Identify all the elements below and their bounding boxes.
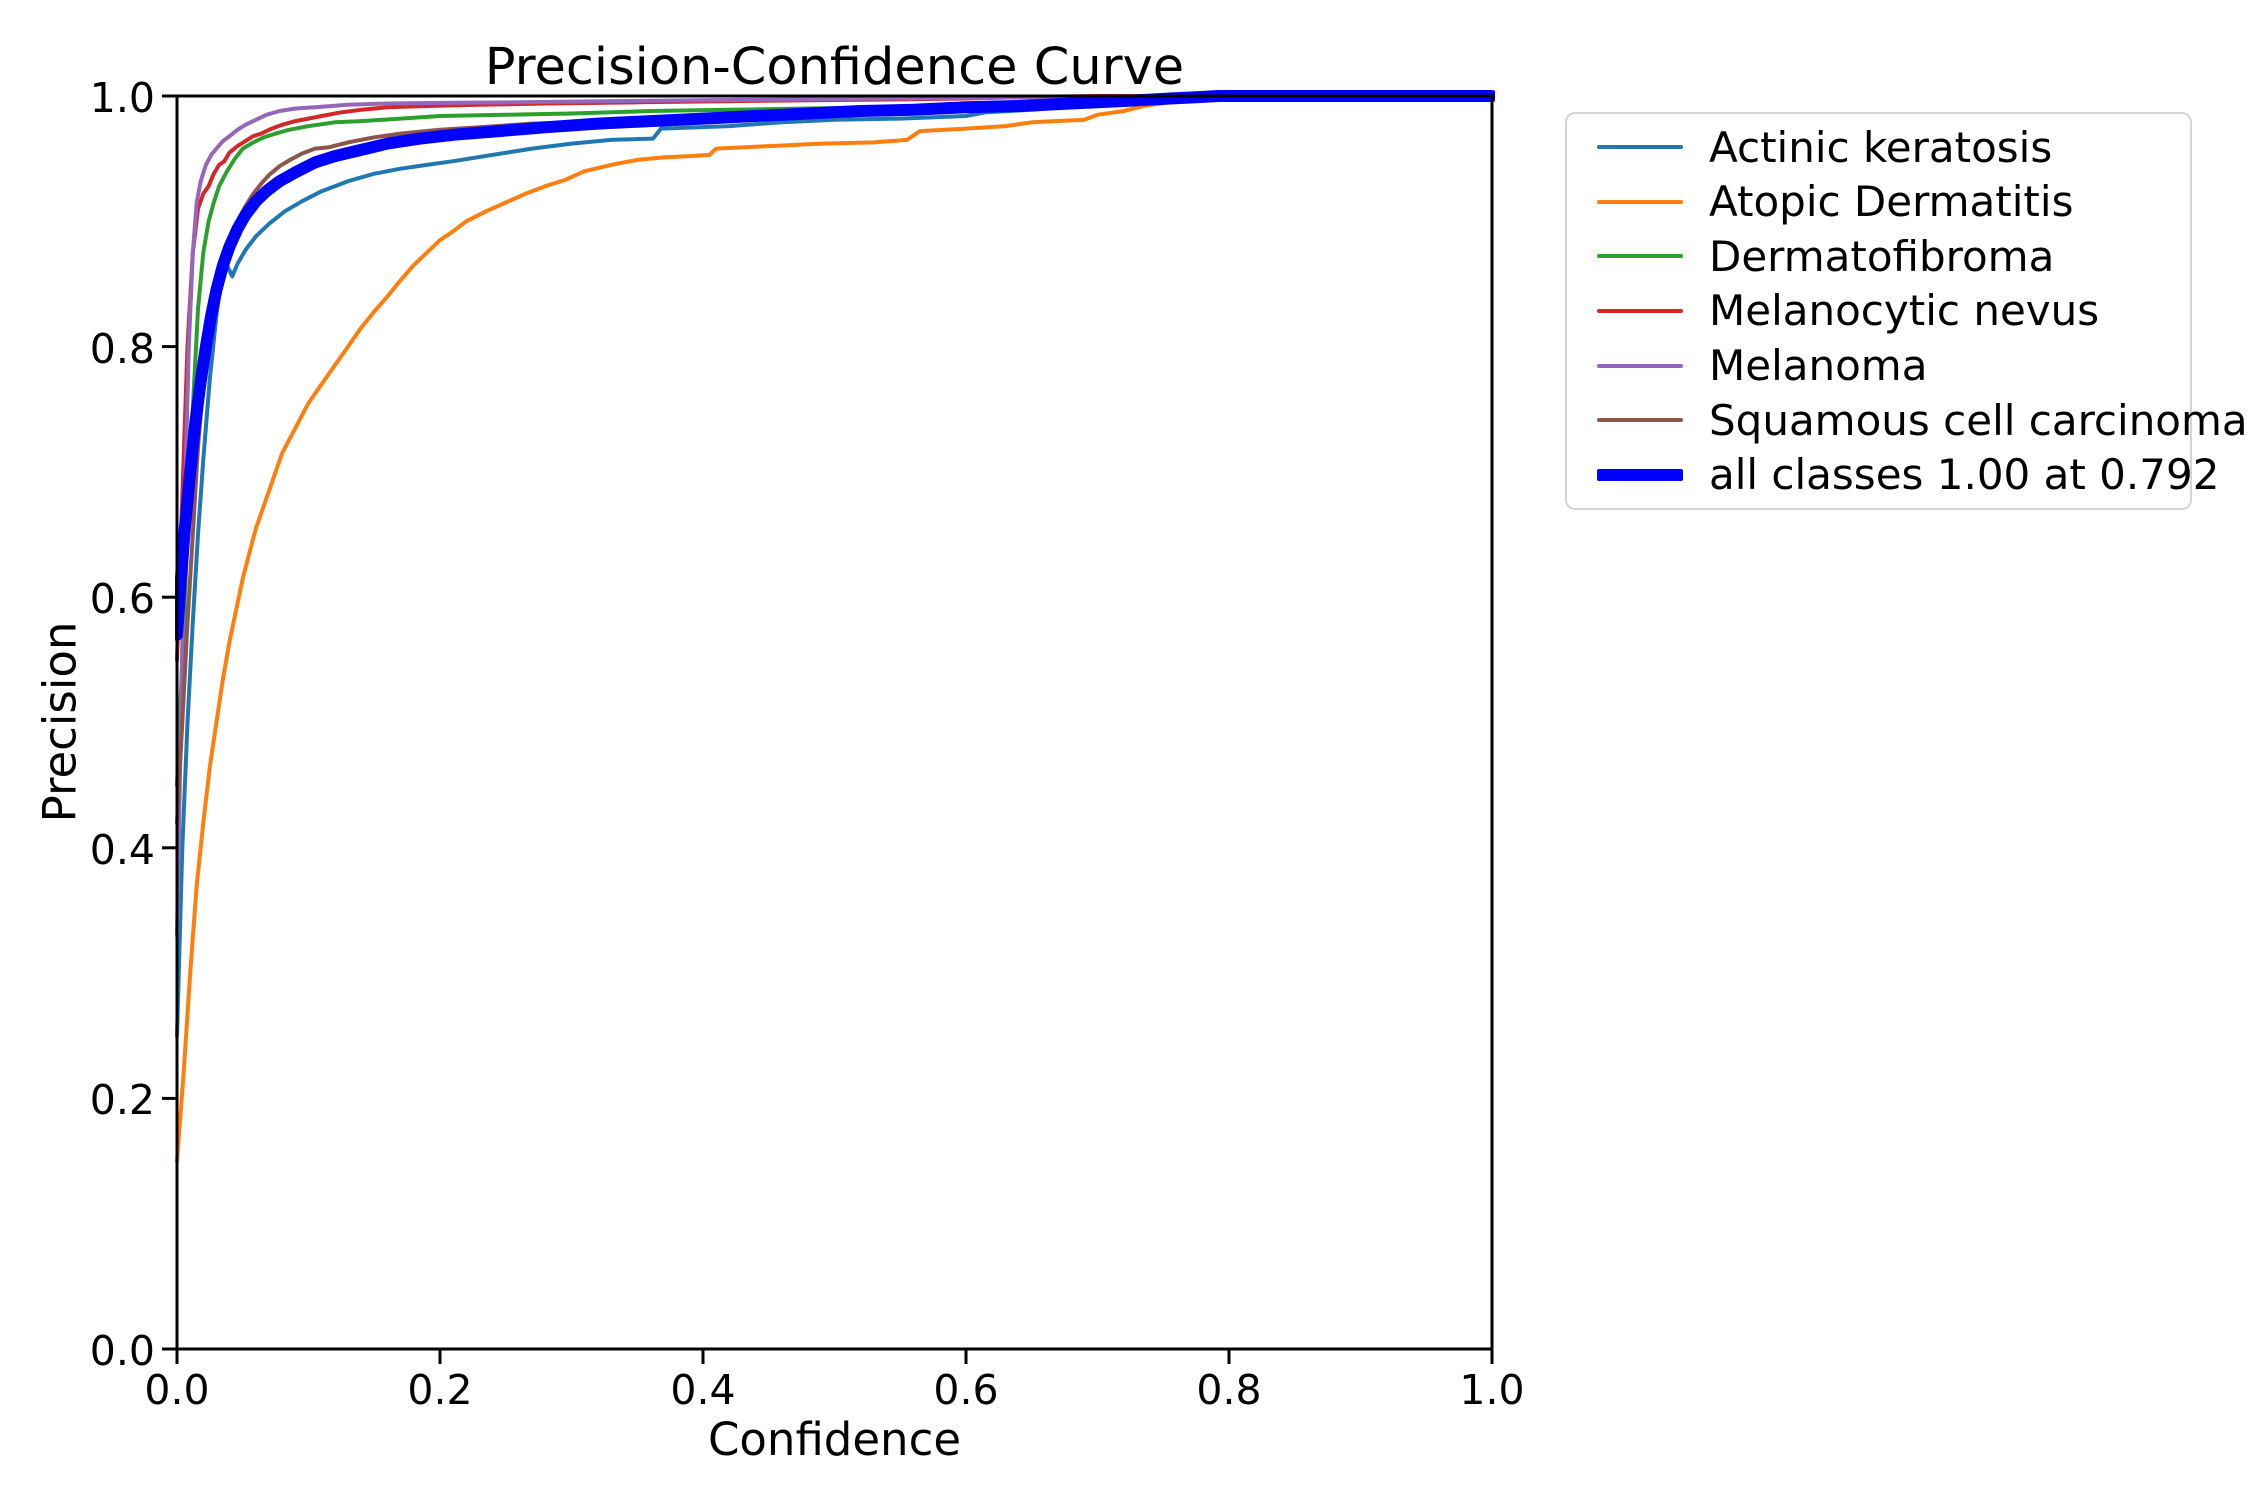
curves-group bbox=[175, 90, 1495, 1163]
y-tick-label: 0.6 bbox=[89, 575, 155, 624]
plot-border bbox=[175, 94, 1494, 1351]
x-tick-label: 0.8 bbox=[1196, 1366, 1262, 1414]
y-tick-label: 0.8 bbox=[89, 324, 155, 373]
legend-label: Atopic Dermatitis bbox=[1709, 177, 2074, 227]
x-tick-label: 1.0 bbox=[1459, 1366, 1525, 1414]
series-line-melanoma bbox=[175, 94, 1494, 938]
x-tick-label: 0.4 bbox=[670, 1366, 736, 1414]
legend-label: Actinic keratosis bbox=[1709, 122, 2053, 172]
legend-item-squamous-cell-carcinoma: Squamous cell carcinoma bbox=[1567, 396, 2248, 445]
axis-ticks-group bbox=[162, 94, 1494, 1364]
legend-swatch-atopic-dermatitis bbox=[1597, 199, 1683, 204]
series-line-dermatofibroma bbox=[175, 94, 1494, 788]
chart-title: Precision-Confidence Curve bbox=[484, 38, 1185, 97]
x-tick-label: 0.6 bbox=[933, 1366, 999, 1414]
legend-swatch-actinic-keratosis bbox=[1597, 145, 1683, 150]
y-axis-label: Precision bbox=[33, 621, 87, 823]
y-tick-label: 0.4 bbox=[89, 825, 155, 874]
series-line-atopic-dermatitis bbox=[175, 94, 1494, 1163]
legend-label: Melanoma bbox=[1709, 341, 1928, 391]
legend-item-melanoma: Melanoma bbox=[1567, 341, 2190, 390]
x-axis-label: Confidence bbox=[707, 1413, 961, 1466]
series-line-all-classes-1-00-at-0-792 bbox=[175, 90, 1495, 641]
y-tick-label: 0.0 bbox=[89, 1327, 155, 1375]
series-line-squamous-cell-carcinoma bbox=[175, 94, 1494, 825]
legend-label: Melanocytic nevus bbox=[1709, 286, 2100, 336]
y-tick-label: 0.2 bbox=[89, 1076, 155, 1125]
legend-swatch-melanoma bbox=[1597, 363, 1683, 368]
legend-swatch-dermatofibroma bbox=[1597, 254, 1683, 259]
x-tick-label: 0.0 bbox=[144, 1366, 210, 1414]
legend-item-actinic-keratosis: Actinic keratosis bbox=[1567, 123, 2190, 172]
y-tick-label: 1.0 bbox=[89, 74, 155, 122]
legend-swatch-melanocytic-nevus bbox=[1597, 308, 1683, 313]
legend-item-dermatofibroma: Dermatofibroma bbox=[1567, 232, 2190, 281]
legend-swatch-squamous-cell-carcinoma bbox=[1597, 418, 1683, 423]
legend: Actinic keratosis Atopic Dermatitis Dermat… bbox=[1565, 112, 2248, 510]
series-line-melanocytic-nevus bbox=[175, 94, 1494, 662]
legend-swatch-all-classes-1-00-at-0-792 bbox=[1597, 468, 1683, 481]
legend-label: Squamous cell carcinoma bbox=[1709, 395, 2248, 445]
series-line-actinic-keratosis bbox=[175, 94, 1494, 1038]
legend-label: Dermatofibroma bbox=[1709, 231, 2055, 281]
legend-label: all classes 1.00 at 0.792 bbox=[1709, 450, 2220, 500]
legend-item-melanocytic-nevus: Melanocytic nevus bbox=[1567, 286, 2190, 335]
legend-item-atopic-dermatitis: Atopic Dermatitis bbox=[1567, 177, 2190, 226]
x-tick-label: 0.2 bbox=[407, 1366, 473, 1414]
legend-item-all-classes-1-00-at-0-792: all classes 1.00 at 0.792 bbox=[1567, 450, 2219, 499]
